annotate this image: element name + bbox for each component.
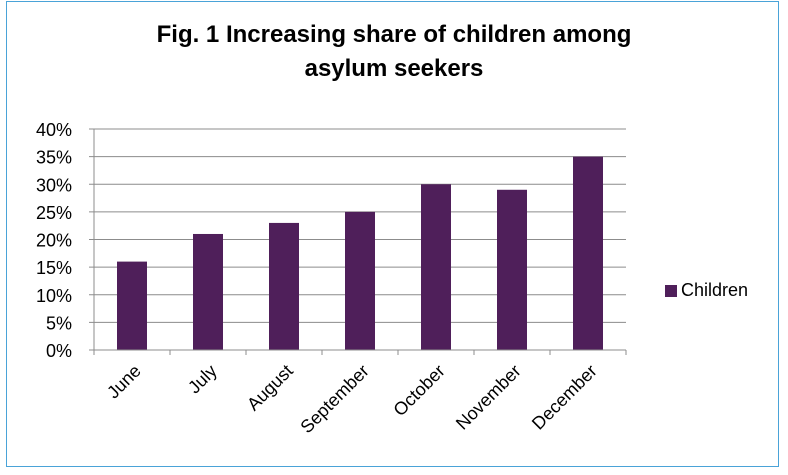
y-tick-label: 30% [36, 175, 72, 195]
x-tick-label: November [452, 361, 525, 434]
y-tick-label: 20% [36, 231, 72, 251]
bar-october [421, 184, 451, 350]
x-tick-label: July [184, 361, 221, 398]
y-tick-label: 35% [36, 148, 72, 168]
bar-july [193, 233, 223, 350]
axes [89, 128, 627, 355]
y-tick-label: 15% [36, 258, 72, 278]
bar-december [573, 156, 603, 350]
x-tick-label: October [389, 361, 448, 420]
x-tick-labels: June July August September October November De… [103, 361, 601, 437]
y-tick-label: 0% [46, 341, 72, 361]
bar-august [269, 222, 299, 350]
x-tick-label: December [528, 361, 601, 434]
x-tick-label: August [243, 361, 297, 415]
bar-september [345, 211, 375, 350]
x-tick-label: June [103, 361, 145, 403]
chart-title: Fig. 1 Increasing share of children amon… [0, 18, 788, 86]
y-tick-labels: 0% 5% 10% 15% 20% 25% 30% 35% 40% [36, 120, 72, 361]
y-tick-label: 25% [36, 203, 72, 223]
y-tick-label: 5% [46, 313, 72, 333]
legend-swatch-children [665, 284, 677, 297]
legend: Children [665, 280, 748, 301]
chart-title-line-1: Fig. 1 Increasing share of children amon… [156, 21, 632, 48]
bar-june [117, 261, 147, 350]
x-tick-label: September [296, 361, 372, 437]
chart-frame [6, 1, 779, 467]
bar-november [497, 189, 527, 350]
bars [117, 156, 603, 350]
y-tick-label: 40% [36, 120, 72, 140]
y-tick-label: 10% [36, 286, 72, 306]
legend-label-children: Children [681, 280, 749, 300]
chart-title-line-2: asylum seekers [304, 55, 484, 82]
